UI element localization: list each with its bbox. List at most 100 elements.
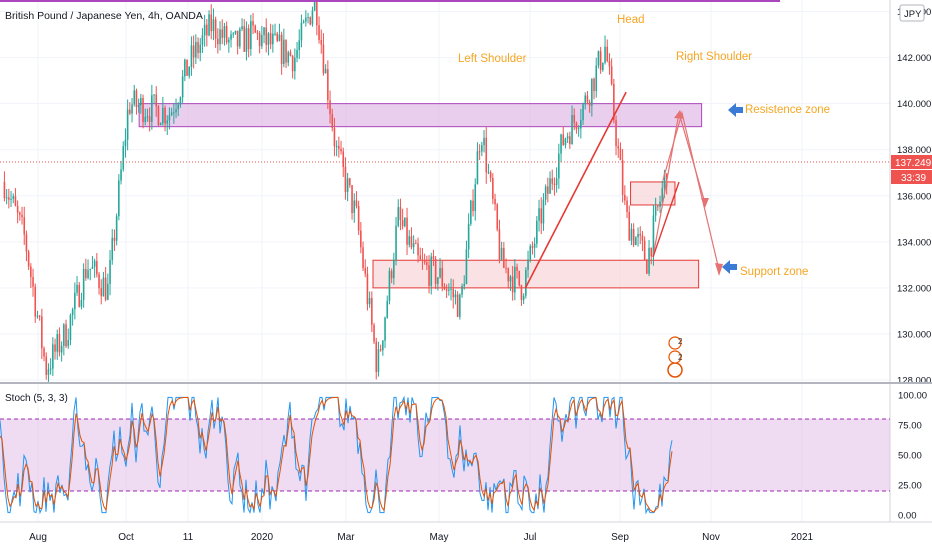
price-axis[interactable]: 144.000142.000140.000138.000136.000134.0… bbox=[897, 7, 931, 386]
candle-body bbox=[287, 52, 290, 63]
candle-body bbox=[410, 236, 413, 248]
stoch-title: Stoch (5, 3, 3) bbox=[5, 393, 68, 404]
arrowhead-mid bbox=[701, 198, 709, 208]
candle-body bbox=[225, 26, 228, 43]
candle-body bbox=[324, 69, 327, 74]
candle-body bbox=[214, 19, 217, 39]
currency-badge[interactable] bbox=[899, 4, 925, 22]
candle-body bbox=[87, 269, 89, 279]
candle-body bbox=[397, 207, 400, 226]
candle-body bbox=[162, 107, 164, 124]
candle-body bbox=[635, 237, 637, 245]
candle-body bbox=[540, 208, 543, 224]
candle-body bbox=[236, 30, 239, 47]
price-candles[interactable] bbox=[3, 0, 668, 382]
price-tick-label: 128.000 bbox=[897, 376, 931, 387]
time-tick-label: 2020 bbox=[251, 532, 274, 543]
candle-body bbox=[498, 229, 501, 260]
arrowhead-up bbox=[674, 110, 684, 119]
price-tick-label: 140.000 bbox=[897, 99, 931, 110]
resistance-zone-label: Resistence zone bbox=[745, 104, 830, 116]
time-axis[interactable]: Aug Oct 11 2020 Mar May Jul Sep Nov 2021 bbox=[29, 532, 813, 543]
time-tick-label: 2021 bbox=[791, 532, 814, 543]
neckline bbox=[524, 91, 627, 289]
candle-body bbox=[45, 356, 48, 375]
candle-body bbox=[203, 24, 206, 36]
candle-body bbox=[432, 256, 435, 259]
candle-body bbox=[254, 25, 257, 33]
candle-body bbox=[467, 223, 470, 250]
candle-body bbox=[113, 237, 116, 241]
candle-body bbox=[643, 240, 646, 260]
candle-body bbox=[639, 233, 642, 236]
candle-body bbox=[564, 138, 567, 145]
last-price-value: 137.249 bbox=[895, 158, 932, 169]
candle-body bbox=[54, 344, 56, 352]
candle-body bbox=[102, 277, 105, 297]
candle-body bbox=[318, 25, 320, 40]
candle-body bbox=[322, 44, 325, 74]
candle-body bbox=[25, 234, 28, 252]
candle-body bbox=[250, 21, 252, 50]
support-zone-label: Support zone bbox=[740, 266, 808, 278]
stoch-pane[interactable] bbox=[0, 395, 890, 515]
candle-body bbox=[89, 268, 92, 270]
candle-body bbox=[280, 34, 283, 65]
candle-body bbox=[285, 39, 287, 63]
candle-body bbox=[85, 268, 87, 279]
candle-body bbox=[340, 148, 342, 152]
candle-body bbox=[529, 246, 532, 260]
stoch-d-line bbox=[0, 396, 673, 513]
candle-body bbox=[210, 14, 213, 32]
candle-body bbox=[503, 247, 505, 268]
candle-body bbox=[588, 102, 591, 106]
candle-body bbox=[461, 286, 463, 295]
candle-body bbox=[364, 268, 367, 274]
chart-title: British Pound / Japanese Yen, 4h, OANDA bbox=[5, 10, 203, 22]
candle-body bbox=[142, 98, 144, 123]
candle-body bbox=[575, 122, 578, 130]
candle-body bbox=[626, 200, 628, 212]
candle-body bbox=[195, 42, 197, 58]
candle-body bbox=[445, 289, 448, 291]
candle-body bbox=[415, 243, 417, 245]
candle-body bbox=[485, 137, 488, 173]
stoch-tick-label: 50.00 bbox=[898, 451, 922, 462]
candle-body bbox=[291, 55, 294, 72]
candle-body bbox=[5, 197, 8, 199]
time-tick-label: Nov bbox=[702, 532, 720, 543]
projection-path-2 bbox=[662, 110, 720, 271]
candle-body bbox=[412, 243, 415, 248]
candle-body bbox=[525, 269, 527, 296]
candle-body bbox=[217, 38, 219, 45]
candle-body bbox=[300, 22, 303, 41]
candle-body bbox=[80, 299, 83, 307]
countdown-value: 33:39 bbox=[901, 173, 926, 184]
candle-body bbox=[219, 29, 221, 45]
candle-body bbox=[8, 197, 10, 200]
candle-body bbox=[243, 26, 246, 52]
candle-body bbox=[439, 267, 441, 278]
candle-body bbox=[265, 27, 268, 45]
candle-body bbox=[522, 295, 525, 300]
candle-body bbox=[144, 116, 147, 123]
price-tick-label: 136.000 bbox=[897, 191, 931, 202]
economic-events-icon[interactable]: 2 2 bbox=[667, 336, 683, 378]
candle-body bbox=[621, 160, 624, 195]
candle-body bbox=[536, 220, 538, 244]
candle-body bbox=[584, 95, 587, 105]
candle-body bbox=[252, 21, 254, 26]
drawings-layer[interactable] bbox=[524, 91, 723, 289]
candle-body bbox=[58, 334, 61, 353]
candle-body bbox=[309, 17, 312, 25]
candle-body bbox=[646, 259, 648, 274]
zone-pattern-box bbox=[630, 181, 676, 206]
candle-body bbox=[549, 178, 551, 194]
time-tick-label: 11 bbox=[183, 532, 194, 543]
candle-body bbox=[164, 107, 166, 124]
head-label: Head bbox=[617, 14, 645, 26]
candle-body bbox=[430, 256, 433, 286]
candle-body bbox=[177, 104, 180, 110]
candle-body bbox=[71, 309, 74, 316]
